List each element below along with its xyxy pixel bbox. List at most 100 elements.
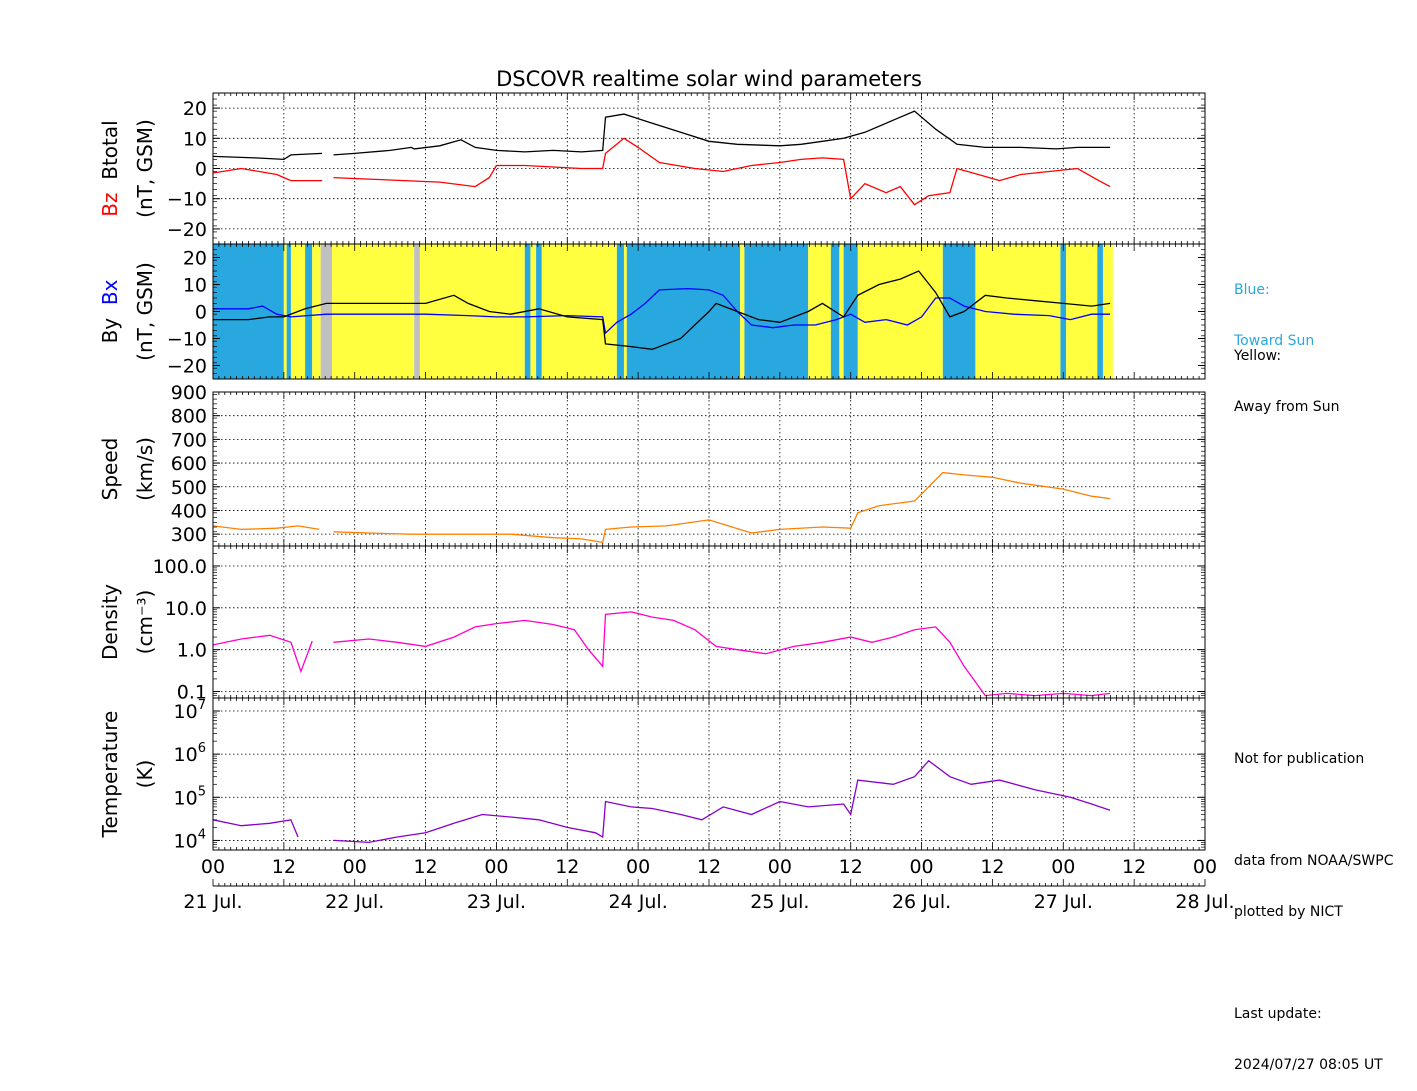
y-axis-label: Temperature [98,711,122,839]
plotted-by: plotted by NICT [1234,904,1343,920]
solar-wind-figure: DSCOVR realtime solar wind parameters −2… [98,67,1235,913]
credits-note: Not for publication data from NOAA/SWPC … [1234,717,1393,1091]
date-label: 28 Jul. [1175,891,1234,913]
y-tick-label: 400 [171,500,207,522]
x-tick-label: 12 [980,856,1004,878]
y-axis-label: Speed [98,438,122,501]
series-bx [213,287,1111,335]
y-axis-label: Bz Btotal [98,120,122,216]
y-axis-unit: (nT, GSM) [133,262,157,361]
away-from-sun-note: Yellow: Away from Sun [1234,314,1339,433]
sector-band-toward [536,244,542,379]
y-tick-label: 300 [171,524,207,546]
not-for-publication: Not for publication [1234,751,1365,767]
y-tick-label: 700 [171,429,207,451]
y-axis-unit: (K) [133,760,157,789]
y-tick-label: 500 [171,477,207,499]
date-label: 21 Jul. [183,891,242,913]
sector-band-toward [616,244,624,379]
y-tick-label: 0.1 [177,682,207,704]
time-axis: 00 12 00 12 00 12 00 12 00 12 00 12 00 12 00 21 Jul. 22 … [183,856,1234,913]
panel-density: 0.1 1.0 10.0 100.0 Density (cm⁻³) [98,545,1206,704]
y-axis-unit: (nT, GSM) [133,119,157,218]
toward-sun-label: Blue: [1234,282,1270,298]
sector-band-away [283,244,287,379]
sector-band-away [623,244,627,379]
x-tick-label: 00 [768,856,792,878]
series-density [213,611,1111,697]
series-by [213,270,1111,350]
sector-band-toward [1097,244,1103,379]
y-tick-label: −20 [167,219,207,241]
series-bz [213,137,1111,206]
y-tick-label: 106 [174,741,206,766]
series-temperature [213,759,1111,844]
sector-band-toward [305,244,313,379]
y-tick-label: 0 [195,302,207,324]
panel-magnetic-field-bx-by: −20 −10 0 10 20 By Bx (nT, GSM) [98,243,1206,380]
y-axis-label: By Bx [98,279,122,343]
y-axis-label: Density [98,584,122,660]
sector-band-toward [942,244,976,379]
y-axis-unit: (km/s) [133,437,157,501]
sector-band-away [530,244,537,379]
y-tick-label: 104 [174,827,206,852]
y-tick-label: 800 [171,406,207,428]
y-tick-label: 10.0 [165,598,207,620]
sector-band-away [332,244,415,379]
date-label: 23 Jul. [467,891,526,913]
y-tick-label: 105 [174,784,206,809]
sector-band-toward [286,244,291,379]
y-tick-label: 10 [183,128,207,150]
sector-band-toward [626,244,741,379]
x-tick-label: 12 [1122,856,1146,878]
sector-band-away [312,244,321,379]
sector-band-toward [1060,244,1067,379]
x-tick-label: 12 [839,856,863,878]
x-tick-label: 00 [909,856,933,878]
sector-band-away [541,244,617,379]
sector-band-toward [843,244,858,379]
sector-band-toward [744,244,809,379]
sector-band-away [857,244,943,379]
toward-sun-note: Blue: Toward Sun [1234,248,1314,367]
sector-band-away [839,244,844,379]
y-tick-label: 900 [171,382,207,404]
date-label: 26 Jul. [892,891,951,913]
y-tick-label: 20 [183,248,207,270]
y-tick-label: −10 [167,329,207,351]
sector-band-nodata [320,244,333,379]
x-tick-label: 00 [1193,856,1217,878]
x-tick-label: 12 [413,856,437,878]
date-label: 25 Jul. [750,891,809,913]
away-from-sun-desc: Away from Sun [1234,399,1340,415]
y-axis-unit: (cm⁻³) [133,590,157,655]
x-tick-label: 00 [626,856,650,878]
date-label: 27 Jul. [1034,891,1093,913]
panel-temperature: 104 105 106 107 Temperature (K) [98,697,1206,852]
sector-band-away [808,244,831,379]
x-tick-label: 12 [555,856,579,878]
sector-band-away [740,244,745,379]
x-tick-label: 12 [697,856,721,878]
last-update-label: Last update: [1234,1006,1322,1022]
y-tick-label: 1.0 [177,640,207,662]
x-tick-label: 00 [1051,856,1075,878]
y-tick-label: −10 [167,189,207,211]
sector-band-nodata [414,244,420,379]
sector-band-away [1102,244,1113,379]
y-tick-label: 0 [195,159,207,181]
figure-title: DSCOVR realtime solar wind parameters [496,67,922,91]
series-speed [213,471,1111,544]
x-tick-label: 00 [484,856,508,878]
panel-magnetic-field-btotal-bz: −20 −10 0 10 20 Bz Btotal (nT, GSM) [98,92,1206,245]
away-from-sun-label: Yellow: [1234,348,1282,364]
toward-sun-desc: Toward Sun [1234,333,1315,349]
sector-band-away [1066,244,1098,379]
date-label: 24 Jul. [609,891,668,913]
y-tick-label: 100.0 [153,556,207,578]
y-tick-label: 600 [171,453,207,475]
panels-group: −20 −10 0 10 20 Bz Btotal (nT, GSM) −20 −10 0 10 20… [98,92,1206,852]
last-update-value: 2024/07/27 08:05 UT [1234,1057,1383,1073]
